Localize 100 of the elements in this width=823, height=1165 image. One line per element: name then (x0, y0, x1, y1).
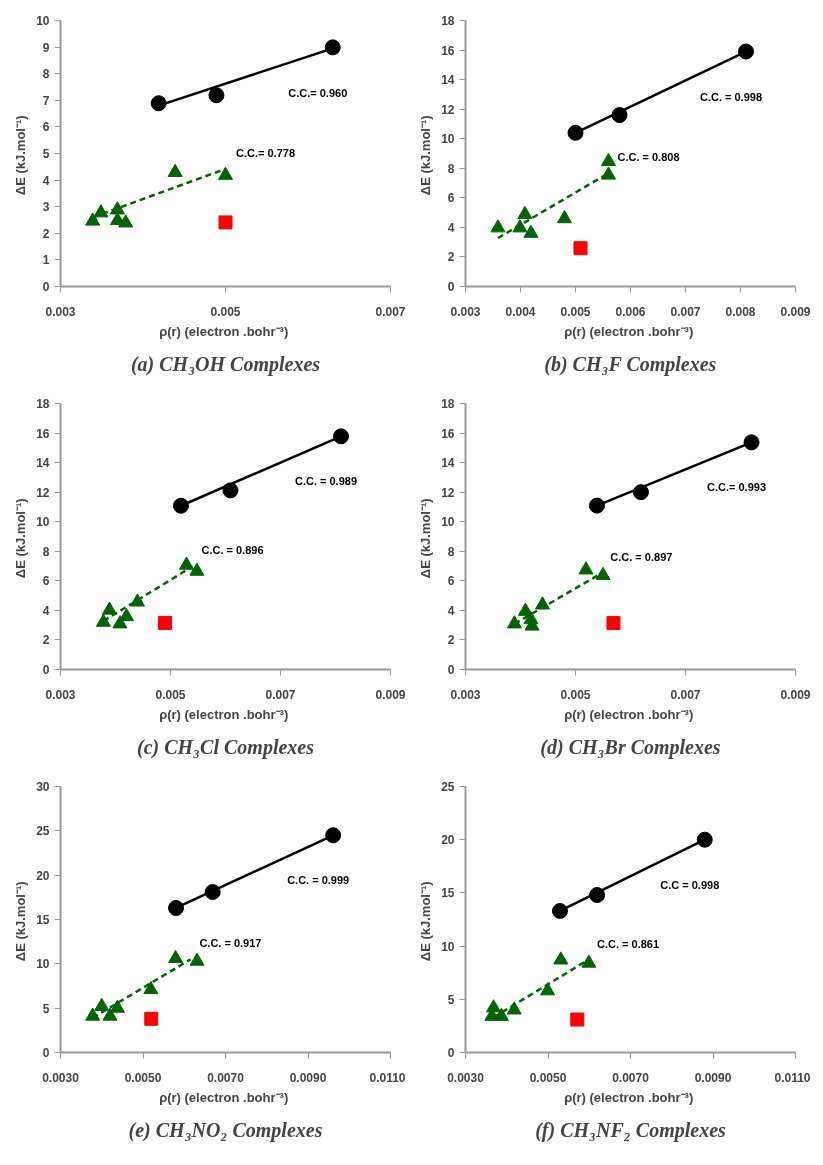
y-tick-label: 14 (441, 73, 455, 88)
y-tick-label: 12 (36, 485, 50, 500)
annotation: C.C. = 0.999 (287, 874, 350, 887)
text: (f) CH₃NF₂ Complexes (535, 1118, 727, 1142)
text: (b) CH₃F Complexes (544, 352, 717, 376)
y-tick-label: 0 (42, 663, 50, 677)
annotation: C.C.= 0.778 (236, 146, 296, 159)
text: (d) CH₃Br Complexes (540, 735, 721, 759)
y-axis-title: ΔE (kJ.mol⁻¹) (418, 498, 434, 579)
y-tick-label: 2 (42, 633, 50, 648)
x-tick-label: 0.0050 (124, 1070, 162, 1085)
y-tick-label: 0 (42, 280, 50, 294)
y-tick-label: 10 (36, 515, 50, 530)
y-tick-label: 5 (447, 992, 455, 1007)
x-tick-label: 0.009 (780, 304, 811, 319)
y-axis-title: ΔE (kJ.mol⁻¹) (418, 881, 434, 962)
y-tick-label: 10 (441, 939, 455, 954)
y-tick-label: 10 (36, 14, 50, 28)
y-tick-label: 10 (441, 132, 455, 147)
y-tick-label: 6 (447, 191, 455, 206)
y-tick-label: 8 (42, 544, 50, 559)
annotation: C.C. = 0.998 (699, 90, 763, 103)
x-axis-title: ρ(r) (electron .bohr⁻³) (564, 323, 694, 339)
x-tick-label: 0.005 (560, 687, 591, 702)
y-tick-label: 15 (36, 913, 50, 927)
x-tick-label: 0.0070 (207, 1070, 245, 1085)
y-tick-label: 0 (447, 280, 455, 294)
x-tick-label: 0.005 (210, 304, 241, 319)
y-tick-label: 4 (42, 173, 50, 188)
annotation: C.C. = 0.808 (617, 151, 680, 164)
y-tick-label: 5 (42, 147, 50, 161)
y-tick-label: 25 (441, 780, 455, 794)
y-tick-label: 16 (441, 426, 455, 441)
annotation: C.C.= 0.993 (707, 481, 767, 494)
y-tick-label: 0 (447, 663, 455, 677)
x-tick-label: 0.003 (45, 304, 76, 319)
y-axis-title: ΔE (kJ.mol⁻¹) (418, 115, 434, 196)
y-tick-label: 9 (42, 40, 50, 55)
text: (a) CH₃OH Complexes (130, 352, 321, 376)
y-tick-label: 12 (441, 102, 455, 117)
y-tick-label: 8 (42, 67, 50, 82)
y-tick-label: 8 (447, 544, 455, 559)
y-axis-title: ΔE (kJ.mol⁻¹) (13, 498, 29, 579)
x-axis-title: ρ(r) (electron .bohr⁻³) (564, 706, 694, 722)
y-tick-label: 0 (447, 1046, 455, 1060)
y-tick-label: 10 (36, 957, 50, 972)
y-tick-label: 4 (447, 220, 455, 235)
y-tick-label: 2 (42, 226, 50, 241)
annotation: C.C. = 0.989 (294, 475, 358, 488)
y-tick-label: 8 (447, 161, 455, 176)
y-axis-title: ΔE (kJ.mol⁻¹) (13, 881, 29, 962)
y-tick-label: 2 (447, 250, 455, 265)
x-tick-label: 0.007 (670, 304, 701, 319)
y-tick-label: 6 (42, 574, 50, 589)
x-tick-label: 0.0070 (612, 1070, 650, 1085)
x-axis-title: ρ(r) (electron .bohr⁻³) (564, 1089, 694, 1105)
x-tick-label: 0.008 (725, 304, 756, 319)
y-tick-label: 25 (36, 824, 50, 839)
y-tick-label: 12 (441, 485, 455, 500)
x-tick-label: 0.009 (375, 687, 406, 702)
y-tick-label: 18 (441, 14, 455, 28)
x-tick-label: 0.0090 (694, 1070, 732, 1085)
x-tick-label: 0.005 (155, 687, 186, 702)
y-tick-label: 1 (42, 253, 50, 268)
annotation: C.C = 0.998 (660, 878, 720, 891)
y-tick-label: 18 (36, 397, 50, 411)
x-tick-label: 0.0110 (774, 1070, 811, 1085)
x-axis-title: ρ(r) (electron .bohr⁻³) (159, 706, 289, 722)
y-tick-label: 16 (36, 426, 50, 441)
y-tick-label: 3 (42, 200, 50, 215)
annotation: C.C. = 0.861 (596, 937, 660, 950)
x-tick-label: 0.0090 (289, 1070, 327, 1085)
y-tick-label: 20 (36, 868, 50, 883)
x-tick-label: 0.003 (450, 687, 481, 702)
y-tick-label: 5 (42, 1001, 50, 1016)
x-tick-label: 0.0030 (42, 1070, 80, 1085)
y-tick-label: 14 (441, 456, 455, 471)
y-tick-label: 18 (441, 397, 455, 411)
y-tick-label: 6 (42, 120, 50, 135)
y-tick-label: 30 (36, 780, 50, 794)
y-tick-label: 15 (441, 886, 455, 901)
y-tick-label: 10 (441, 515, 455, 530)
y-tick-label: 2 (447, 633, 455, 648)
y-tick-label: 16 (441, 43, 455, 58)
x-tick-label: 0.004 (505, 304, 536, 319)
x-tick-label: 0.007 (375, 304, 406, 319)
annotation: C.C. = 0.897 (610, 551, 673, 564)
annotation: C.C. = 0.896 (201, 544, 264, 557)
x-tick-label: 0.009 (780, 687, 811, 702)
text: (c) CH₃Cl Complexes (137, 735, 315, 759)
annotation: C.C. = 0.917 (199, 937, 262, 950)
x-tick-label: 0.0050 (529, 1070, 567, 1085)
annotation: C.C.= 0.960 (288, 87, 348, 100)
x-tick-label: 0.0110 (369, 1070, 406, 1085)
x-tick-label: 0.007 (265, 687, 296, 702)
y-tick-label: 0 (42, 1046, 50, 1060)
y-tick-label: 6 (447, 574, 455, 589)
y-tick-label: 4 (42, 603, 50, 618)
text: (e) CH₃NO₂ Complexes (128, 1118, 323, 1142)
x-tick-label: 0.007 (670, 687, 701, 702)
